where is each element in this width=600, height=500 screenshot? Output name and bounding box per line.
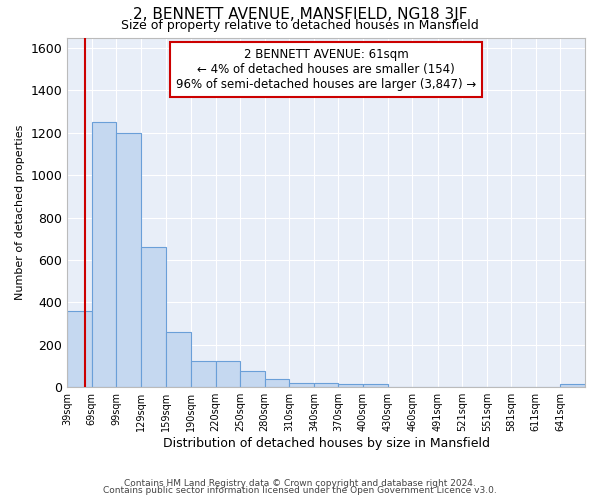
Text: Size of property relative to detached houses in Mansfield: Size of property relative to detached ho… xyxy=(121,18,479,32)
Text: Contains public sector information licensed under the Open Government Licence v3: Contains public sector information licen… xyxy=(103,486,497,495)
Bar xyxy=(560,384,585,387)
Bar xyxy=(289,382,314,387)
Text: Contains HM Land Registry data © Crown copyright and database right 2024.: Contains HM Land Registry data © Crown c… xyxy=(124,478,476,488)
Bar xyxy=(67,311,92,387)
Y-axis label: Number of detached properties: Number of detached properties xyxy=(15,124,25,300)
Bar xyxy=(338,384,363,387)
Bar xyxy=(141,248,166,387)
Bar xyxy=(92,122,116,387)
X-axis label: Distribution of detached houses by size in Mansfield: Distribution of detached houses by size … xyxy=(163,437,490,450)
Bar xyxy=(215,360,240,387)
Bar xyxy=(191,360,215,387)
Text: 2 BENNETT AVENUE: 61sqm
← 4% of detached houses are smaller (154)
96% of semi-de: 2 BENNETT AVENUE: 61sqm ← 4% of detached… xyxy=(176,48,476,91)
Bar xyxy=(314,382,338,387)
Bar xyxy=(363,384,388,387)
Text: 2, BENNETT AVENUE, MANSFIELD, NG18 3JF: 2, BENNETT AVENUE, MANSFIELD, NG18 3JF xyxy=(133,8,467,22)
Bar xyxy=(265,378,289,387)
Bar xyxy=(116,133,141,387)
Bar xyxy=(240,372,265,387)
Bar xyxy=(166,332,191,387)
